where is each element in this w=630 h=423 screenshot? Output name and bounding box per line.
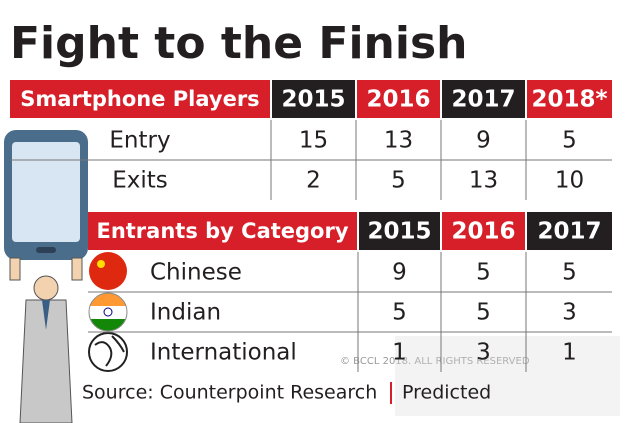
header-cell	[10, 80, 270, 118]
header-cell	[527, 212, 612, 250]
cell-value: 15	[299, 128, 328, 154]
header-cell	[272, 80, 355, 118]
header-cell	[359, 212, 440, 250]
header-text: Entrants by Category	[96, 219, 348, 243]
cell-value: 5	[476, 300, 491, 326]
logo-overlay	[395, 336, 620, 416]
cell-value: 1	[562, 340, 577, 366]
row-label: Entry	[109, 128, 170, 154]
phone-illustration	[4, 130, 88, 423]
header-text: 2016	[451, 219, 515, 245]
cell-value: 9	[476, 128, 491, 154]
header-cell	[442, 80, 525, 118]
header-text: Smartphone Players	[20, 87, 259, 111]
header-text: 2015	[281, 87, 345, 113]
header-cell	[88, 212, 357, 250]
row-label: International	[150, 340, 297, 366]
cell-value: 10	[555, 168, 584, 194]
header-text: 2015	[367, 219, 431, 245]
cell-value: 3	[562, 300, 577, 326]
cell-value: 3	[476, 340, 491, 366]
header-text: 2018*	[531, 87, 607, 113]
header-text: 2017	[451, 87, 515, 113]
row-label: Indian	[150, 300, 221, 326]
header-cell	[442, 212, 525, 250]
watermark: © BCCL 2018. ALL RIGHTS RESERVED	[340, 356, 530, 367]
header-cell	[357, 80, 440, 118]
row-label: Chinese	[150, 260, 242, 286]
cell-value: 9	[392, 260, 407, 286]
flag-china	[89, 252, 127, 290]
flag-india	[88, 292, 128, 332]
cell-value: 1	[392, 340, 407, 366]
cell-value: 13	[384, 128, 413, 154]
header-cell	[527, 80, 612, 118]
header-text: 2016	[366, 87, 430, 113]
row-label: Exits	[112, 168, 168, 194]
cell-value: 5	[562, 128, 577, 154]
globe-icon	[88, 332, 128, 372]
source: Source: Counterpoint Research	[82, 382, 377, 404]
cell-value: 2	[306, 168, 321, 194]
cell-value: 5	[392, 300, 407, 326]
note: Predicted	[402, 382, 491, 404]
cell-value: 13	[469, 168, 498, 194]
cell-value: 5	[476, 260, 491, 286]
header-text: 2017	[537, 219, 601, 245]
title: Fight to the Finish	[10, 18, 467, 69]
cell-value: 5	[391, 168, 406, 194]
cell-value: 5	[562, 260, 577, 286]
